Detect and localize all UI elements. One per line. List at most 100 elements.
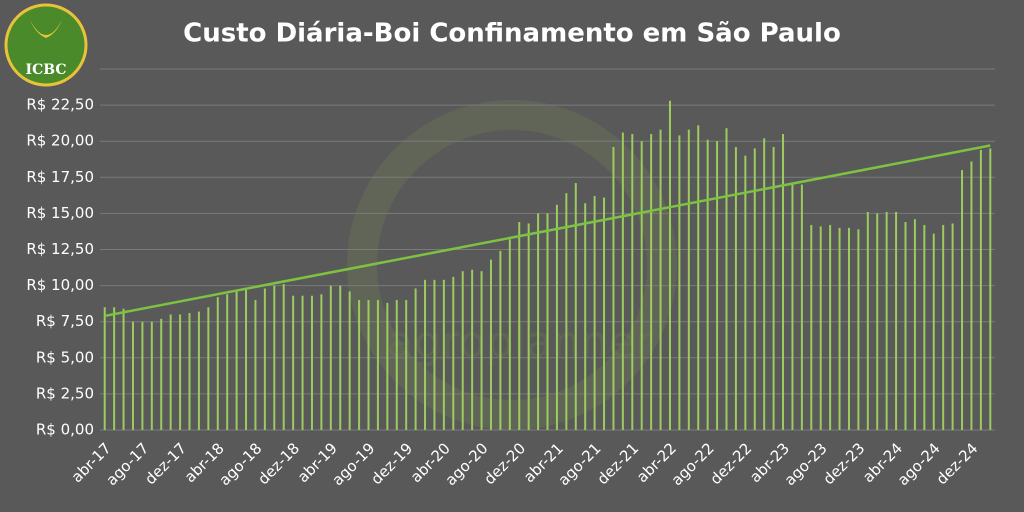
bar [480, 271, 483, 430]
chart-title: Custo Diária-Boi Confinamento em São Pau… [183, 19, 841, 49]
bar [188, 313, 191, 430]
trend-line [104, 144, 991, 318]
y-tick-label: R$ 0,00 [36, 421, 94, 439]
bar [640, 141, 643, 430]
bar [424, 279, 427, 430]
bar [310, 295, 313, 430]
bar [386, 302, 389, 430]
y-tick-label: R$ 7,50 [36, 312, 94, 330]
y-tick-label: R$ 5,00 [36, 348, 94, 366]
bar [979, 149, 982, 430]
bar [631, 133, 634, 431]
bar [932, 233, 935, 430]
bar [329, 285, 332, 430]
bar [150, 321, 153, 430]
bar [810, 224, 813, 430]
bar [461, 271, 464, 430]
bar [951, 223, 954, 430]
bar [697, 125, 700, 430]
watermark-ring [347, 100, 677, 430]
bar [518, 222, 521, 430]
bar [866, 211, 869, 430]
bar [716, 141, 719, 430]
bar [687, 129, 690, 430]
bar [273, 285, 276, 430]
bar [537, 213, 540, 430]
bar [395, 300, 398, 430]
bar [301, 295, 304, 430]
bar [668, 100, 671, 430]
bar [734, 146, 737, 430]
bar [471, 269, 474, 430]
bar [923, 224, 926, 430]
bar [216, 297, 219, 430]
bar [970, 161, 973, 430]
bar [584, 203, 587, 430]
bar [122, 308, 125, 430]
bar [179, 314, 182, 430]
bar [942, 224, 945, 430]
bar [433, 279, 436, 430]
bar [245, 288, 248, 430]
bar [621, 132, 624, 430]
bar [508, 239, 511, 430]
logo: ICBC [4, 3, 88, 87]
bar [659, 129, 662, 430]
bar [763, 138, 766, 430]
bar [678, 135, 681, 430]
bar [282, 284, 285, 430]
logo-text: ICBC [26, 62, 67, 78]
bar [358, 300, 361, 430]
bar [885, 211, 888, 430]
bar [292, 295, 295, 430]
bar [574, 183, 577, 430]
bar [725, 128, 728, 431]
y-tick-label: R$ 20,00 [26, 132, 94, 150]
bar [876, 213, 879, 430]
bar [452, 276, 455, 430]
bar [320, 294, 323, 430]
bar [489, 259, 492, 430]
bar [113, 307, 116, 430]
bar [197, 311, 200, 430]
bar [103, 307, 106, 430]
bar [829, 224, 832, 430]
bar [376, 300, 379, 430]
bar [612, 146, 615, 430]
bar [169, 314, 172, 430]
bar [254, 300, 257, 430]
bar [650, 133, 653, 431]
y-tick-label: R$ 10,00 [26, 276, 94, 294]
bar [565, 193, 568, 430]
bar [791, 184, 794, 430]
bar [904, 222, 907, 430]
bar [913, 219, 916, 430]
bar [131, 321, 134, 430]
bar [348, 291, 351, 430]
bar [226, 294, 229, 430]
bar [499, 250, 502, 430]
bar [546, 213, 549, 430]
bar [857, 229, 860, 430]
bar [800, 184, 803, 430]
bar [838, 227, 841, 430]
bar [263, 288, 266, 430]
bar [414, 288, 417, 430]
y-tick-label: R$ 17,50 [26, 168, 94, 186]
bar [961, 170, 964, 430]
bar [405, 300, 408, 430]
bar [706, 139, 709, 431]
bar [744, 155, 747, 430]
bar [593, 196, 596, 430]
bar [772, 146, 775, 430]
bar [442, 279, 445, 430]
bar [847, 227, 850, 430]
bar [895, 211, 898, 430]
bar [160, 318, 163, 430]
bar [603, 197, 606, 430]
y-tick-label: R$ 2,50 [36, 384, 94, 402]
y-tick-label: R$ 15,00 [26, 204, 94, 222]
bar [141, 321, 144, 430]
bar [527, 223, 530, 430]
